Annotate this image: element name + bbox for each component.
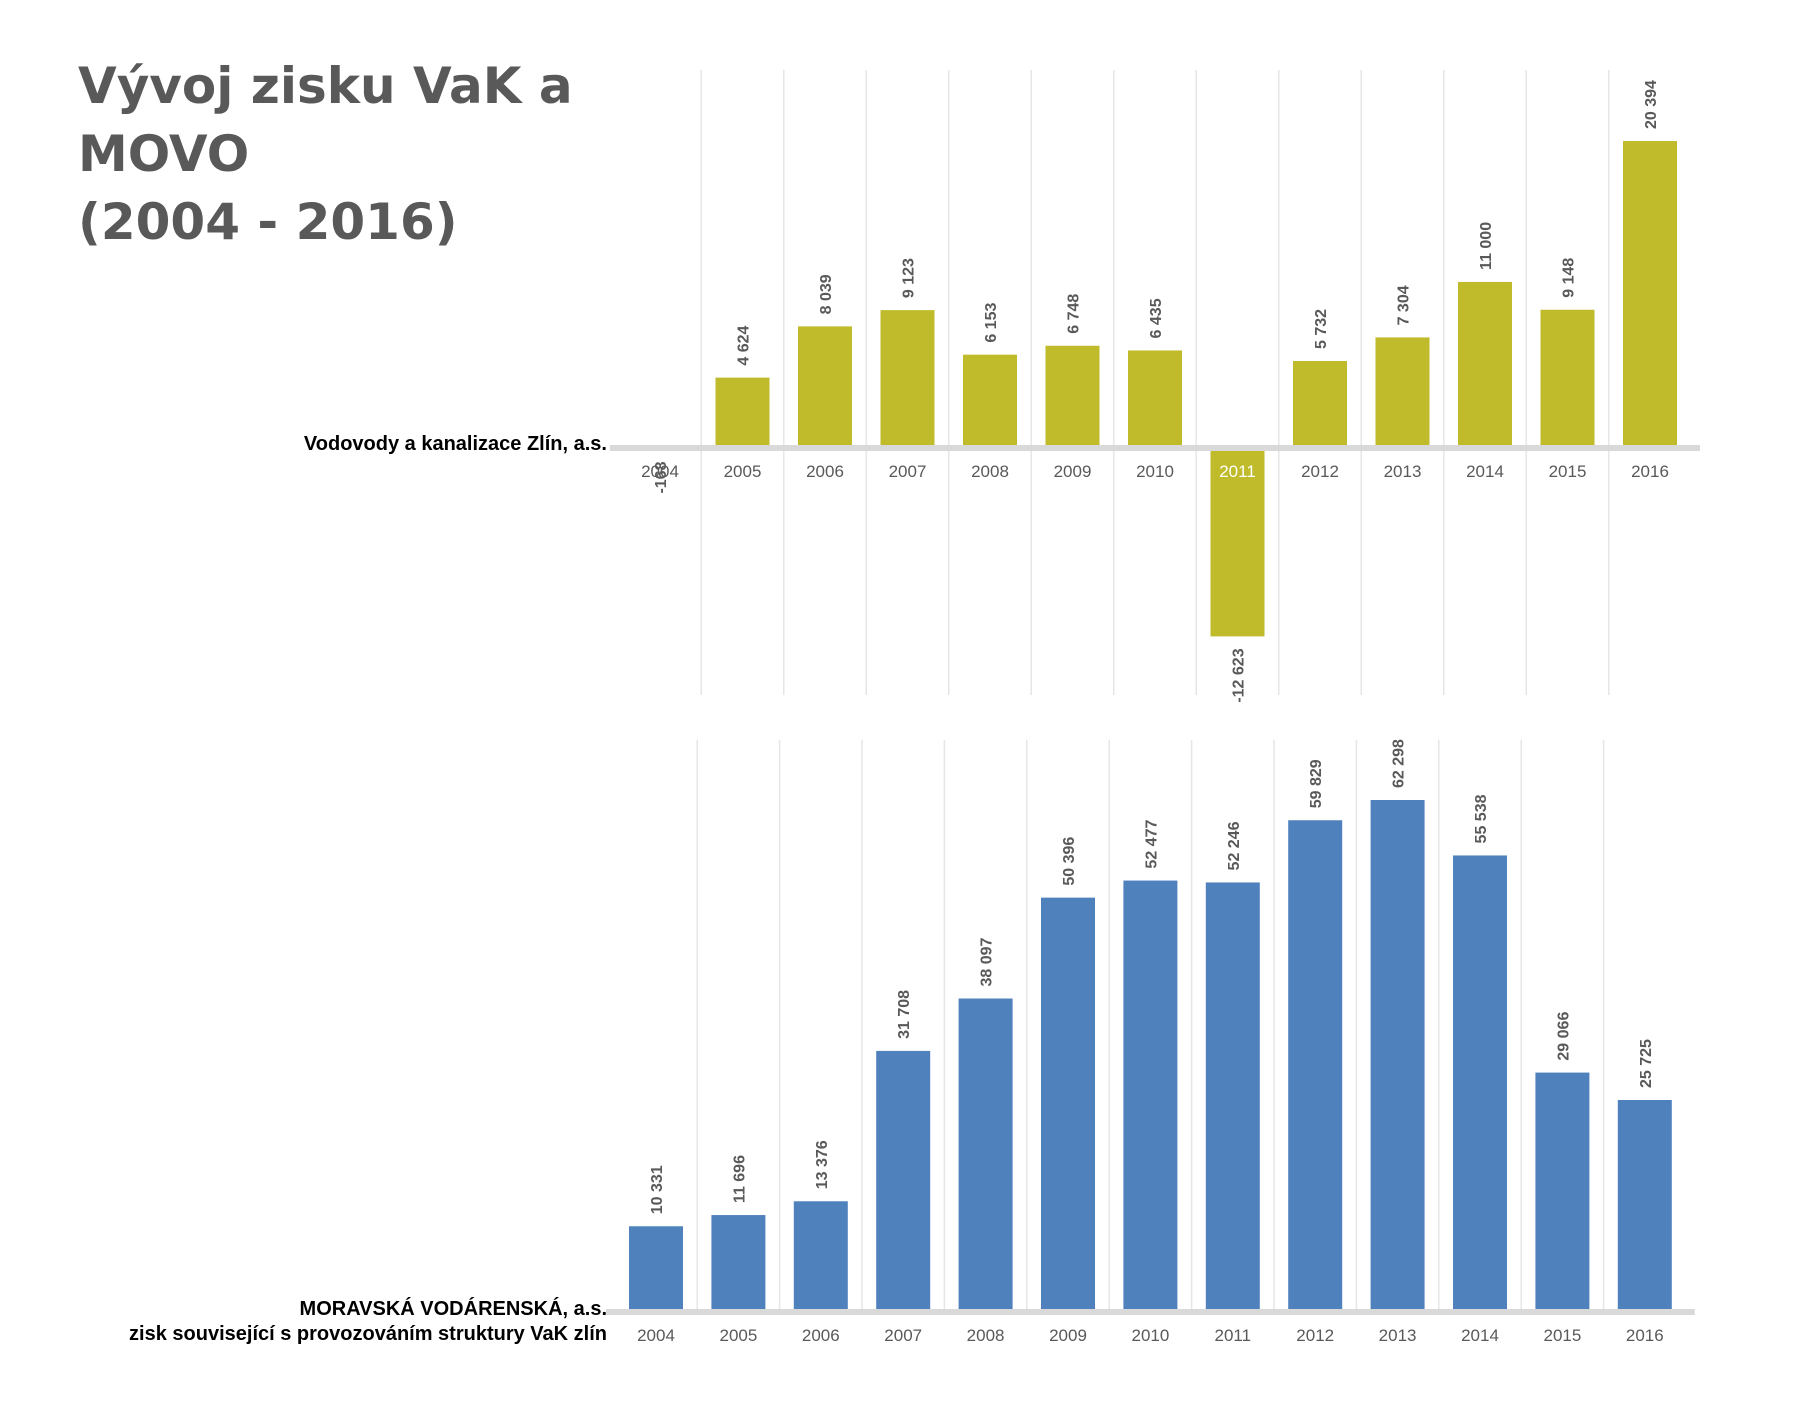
- movo-tick-label-2013: 2013: [1379, 1326, 1417, 1345]
- vak-value-label-2004: -168: [653, 461, 670, 493]
- vak-tick-label-2012: 2012: [1301, 462, 1339, 481]
- movo-tick-label-2015: 2015: [1543, 1326, 1581, 1345]
- movo-bar-2016: [1617, 1099, 1672, 1311]
- movo-value-label-2012: 59 829: [1308, 759, 1325, 808]
- vak-bar-2007: [880, 310, 935, 447]
- movo-bar-2011: [1205, 882, 1260, 1311]
- movo-bar-2007: [876, 1050, 931, 1311]
- movo-value-label-2008: 38 097: [979, 937, 996, 986]
- movo-value-label-2005: 11 696: [731, 1155, 748, 1203]
- movo-value-label-2013: 62 298: [1391, 739, 1408, 788]
- vak-bar-2014: [1458, 281, 1512, 447]
- movo-tick-label-2012: 2012: [1296, 1326, 1334, 1345]
- vak-tick-label-2015: 2015: [1549, 462, 1587, 481]
- vak-tick-label-2008: 2008: [971, 462, 1009, 481]
- vak-value-label-2016: 20 394: [1643, 80, 1660, 129]
- vak-value-label-2013: 7 304: [1396, 285, 1413, 325]
- movo-axis: [606, 1309, 1695, 1315]
- movo-bar-2006: [793, 1201, 848, 1311]
- movo-value-label-2014: 55 538: [1473, 794, 1490, 843]
- vak-tick-label-2010: 2010: [1136, 462, 1174, 481]
- movo-value-label-2006: 13 376: [814, 1140, 831, 1189]
- movo-bar-2010: [1123, 880, 1178, 1311]
- movo-value-label-2007: 31 708: [896, 990, 913, 1039]
- movo-series-label: MORAVSKÁ VODÁRENSKÁ, a.s. zisk souvisejí…: [129, 1297, 607, 1347]
- vak-value-label-2007: 9 123: [901, 258, 918, 298]
- vak-value-label-2011: -12 623: [1231, 648, 1248, 702]
- vak-chart: -168 4 624 8 039 9 123 6 153 6 748 6 435 -12 62…: [610, 70, 1700, 703]
- movo-value-label-2004: 10 331: [649, 1165, 666, 1214]
- movo-bar-2013: [1370, 800, 1425, 1311]
- vak-value-label-2008: 6 153: [983, 303, 1000, 343]
- vak-bar-2009: [1045, 345, 1100, 447]
- vak-tick-label-2004: 2004: [641, 462, 679, 481]
- vak-value-label-2014: 11 000: [1478, 222, 1495, 270]
- movo-bar-2012: [1288, 820, 1343, 1311]
- vak-value-label-2009: 6 748: [1066, 294, 1083, 334]
- movo-chart: 10 331 11 696 13 376 31 708 38 097 50 396 52 4…: [606, 739, 1695, 1345]
- vak-bar-2011: [1210, 447, 1265, 637]
- movo-bar-2005: [711, 1215, 766, 1311]
- movo-tick-label-2016: 2016: [1626, 1326, 1664, 1345]
- vak-value-label-2006: 8 039: [818, 274, 835, 314]
- vak-bar-2013: [1375, 337, 1430, 447]
- vak-tick-label-2014: 2014: [1466, 462, 1504, 481]
- movo-series-label-line-1: MORAVSKÁ VODÁRENSKÁ, a.s.: [299, 1298, 607, 1320]
- vak-value-label-2015: 9 148: [1561, 258, 1578, 298]
- vak-bar-2012: [1293, 360, 1347, 447]
- page-title: Vývoj zisku VaK a MOVO (2004 - 2016): [78, 52, 698, 256]
- vak-bar-2005: [715, 377, 770, 447]
- movo-tick-label-2004: 2004: [637, 1326, 675, 1345]
- movo-value-label-2011: 52 246: [1226, 821, 1243, 870]
- vak-value-label-2005: 4 624: [736, 325, 753, 365]
- vak-bar-2016: [1623, 141, 1677, 447]
- vak-tick-label-2006: 2006: [806, 462, 844, 481]
- movo-tick-label-2006: 2006: [802, 1326, 840, 1345]
- vak-bar-2010: [1128, 350, 1182, 447]
- movo-tick-label-2007: 2007: [884, 1326, 922, 1345]
- movo-tick-label-2008: 2008: [967, 1326, 1005, 1345]
- vak-bar-2006: [798, 326, 852, 447]
- vak-value-label-2010: 6 435: [1148, 298, 1165, 338]
- movo-series-label-line-2: zisk související s provozováním struktur…: [129, 1323, 607, 1345]
- vak-value-label-2012: 5 732: [1313, 309, 1330, 349]
- movo-tick-label-2009: 2009: [1049, 1326, 1087, 1345]
- vak-bar-2015: [1540, 309, 1595, 447]
- vak-tick-label-2013: 2013: [1384, 462, 1422, 481]
- movo-bar-2015: [1535, 1072, 1590, 1311]
- vak-tick-label-2009: 2009: [1054, 462, 1092, 481]
- vak-bar-2008: [963, 354, 1017, 447]
- vak-tick-label-2011: 2011: [1219, 462, 1256, 481]
- vak-series-label-text: Vodovody a kanalizace Zlín, a.s.: [303, 433, 607, 455]
- title-line-1: Vývoj zisku VaK a MOVO: [78, 57, 573, 183]
- vak-tick-label-2005: 2005: [724, 462, 762, 481]
- movo-bar-2008: [958, 998, 1013, 1311]
- movo-tick-label-2011: 2011: [1215, 1326, 1252, 1345]
- movo-tick-label-2014: 2014: [1461, 1326, 1499, 1345]
- movo-bar-2009: [1041, 897, 1095, 1311]
- vak-series-label: Vodovody a kanalizace Zlín, a.s.: [304, 432, 607, 457]
- title-line-2: (2004 - 2016): [78, 193, 458, 251]
- movo-tick-label-2005: 2005: [719, 1326, 757, 1345]
- movo-value-label-2015: 29 066: [1555, 1012, 1572, 1061]
- movo-bar-2004: [629, 1226, 683, 1311]
- vak-axis: [610, 445, 1700, 451]
- vak-tick-label-2016: 2016: [1631, 462, 1669, 481]
- vak-tick-label-2007: 2007: [889, 462, 927, 481]
- movo-value-label-2016: 25 725: [1638, 1039, 1655, 1088]
- movo-value-label-2009: 50 396: [1061, 837, 1078, 886]
- movo-value-label-2010: 52 477: [1143, 820, 1160, 869]
- movo-tick-label-2010: 2010: [1131, 1326, 1169, 1345]
- movo-bar-2014: [1453, 855, 1507, 1311]
